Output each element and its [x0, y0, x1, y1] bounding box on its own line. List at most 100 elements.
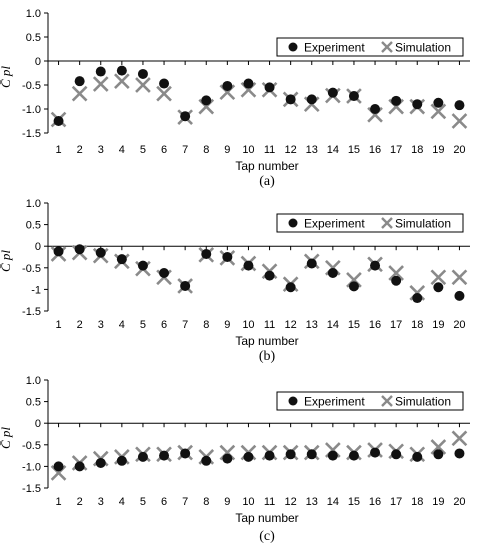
x-tick-label: 6: [161, 496, 167, 508]
y-tick-label: 0: [35, 418, 41, 430]
x-tick-label: 9: [224, 319, 230, 331]
experiment-point: [264, 82, 275, 93]
experiment-point: [222, 453, 233, 464]
x-axis-label: Tap number: [235, 334, 298, 348]
x-tick-label: 12: [285, 319, 297, 331]
x-tick-label: 9: [224, 496, 230, 508]
experiment-point: [95, 457, 106, 468]
experiment-point: [159, 450, 170, 461]
x-tick-label: 14: [327, 144, 339, 156]
experiment-point: [454, 100, 465, 111]
x-tick-label: 11: [264, 496, 275, 508]
x-tick-label: 2: [77, 144, 83, 156]
experiment-point: [201, 455, 212, 466]
simulation-point: [388, 265, 404, 281]
experiment-point: [306, 94, 317, 105]
x-tick-label: 6: [161, 144, 167, 156]
x-tick-label: 20: [453, 319, 465, 331]
experiment-point: [306, 258, 317, 269]
legend-box: [276, 391, 464, 411]
experiment-point: [285, 282, 296, 293]
experiment-point: [74, 461, 85, 472]
x-tick-label: 16: [369, 496, 381, 508]
experiment-point: [391, 449, 402, 460]
legend-experiment-label: Experiment: [304, 395, 365, 409]
y-tick-label: 0: [35, 241, 41, 253]
experiment-point: [391, 275, 402, 286]
y-tick-label: 1.0: [26, 198, 41, 210]
y-tick-label: -1.5: [22, 483, 41, 495]
experiment-point: [222, 80, 233, 91]
x-tick-label: 2: [77, 319, 83, 331]
legend-experiment-label: Experiment: [304, 217, 365, 231]
legend-experiment-marker: [288, 396, 298, 406]
legend-box: [276, 213, 464, 233]
experiment-point: [327, 87, 338, 98]
x-axis-label: Tap number: [235, 159, 298, 173]
simulation-point: [430, 439, 447, 455]
experiment-point: [391, 95, 402, 106]
experiment-point: [116, 65, 127, 76]
x-tick-label: 18: [411, 496, 423, 508]
y-tick-label: -1: [31, 284, 41, 296]
x-tick-label: 8: [203, 319, 209, 331]
x-tick-label: 17: [390, 496, 402, 508]
experiment-point: [201, 248, 212, 259]
experiment-point: [433, 282, 444, 293]
legend-experiment-label: Experiment: [304, 41, 365, 55]
x-tick-label: 1: [55, 319, 61, 331]
experiment-point: [222, 252, 233, 262]
y-tick-label: -0.5: [22, 80, 41, 92]
y-tick-label: 1.0: [26, 8, 41, 20]
legend-simulation-label: Simulation: [395, 217, 451, 231]
chart-panel-1: 1.00.50-0.5-1.0-1.51 2 3 4 5 6 7 8 9 10 11 12 13 14 15…: [0, 8, 470, 189]
experiment-point: [348, 281, 359, 292]
x-tick-label: 14: [327, 319, 339, 331]
x-tick-label: 5: [140, 319, 146, 331]
experiment-point: [95, 66, 106, 77]
y-tick-label: -1.5: [22, 306, 41, 318]
experiment-point: [412, 293, 423, 304]
x-tick-label: 2: [77, 496, 83, 508]
legend-simulation-marker: [381, 395, 393, 407]
x-tick-label: 8: [203, 496, 209, 508]
experiment-point: [201, 95, 212, 106]
legend-experiment-marker: [288, 218, 298, 228]
x-tick-label: 16: [369, 319, 381, 331]
y-tick-label: -1.0: [22, 461, 41, 473]
x-tick-label: 10: [242, 319, 254, 331]
experiment-point: [412, 99, 423, 110]
x-tick-label: 4: [119, 319, 125, 331]
x-tick-label: 16: [369, 144, 381, 156]
x-tick-label: 5: [140, 144, 146, 156]
x-tick-label: 11: [264, 144, 275, 156]
experiment-point: [53, 461, 64, 472]
experiment-point: [53, 116, 64, 126]
y-tick-label: -1.0: [22, 104, 41, 116]
y-axis-label: C̄ pl: [0, 427, 13, 449]
experiment-point: [74, 244, 85, 255]
experiment-point: [243, 260, 254, 271]
experiment-point: [348, 450, 359, 461]
y-tick-label: 1.0: [26, 375, 41, 387]
x-tick-label: 13: [306, 319, 318, 331]
experiment-point: [433, 449, 444, 460]
x-tick-label: 14: [327, 496, 339, 508]
x-tick-label: 1: [55, 496, 61, 508]
panel-caption: (b): [259, 349, 276, 364]
y-tick-label: 0.5: [26, 32, 41, 44]
x-tick-label: 1: [55, 144, 61, 156]
y-tick-label: -0.5: [22, 263, 41, 275]
x-tick-label: 10: [242, 144, 254, 156]
experiment-point: [264, 450, 275, 461]
experiment-point: [159, 78, 170, 89]
experiment-point: [53, 246, 64, 257]
x-tick-label: 17: [390, 319, 402, 331]
x-tick-label: 7: [182, 496, 188, 508]
legend-simulation-label: Simulation: [395, 395, 451, 409]
x-tick-label: 20: [453, 496, 465, 508]
experiment-point: [264, 270, 275, 281]
panel-caption: (c): [259, 529, 275, 544]
experiment-point: [180, 280, 191, 291]
